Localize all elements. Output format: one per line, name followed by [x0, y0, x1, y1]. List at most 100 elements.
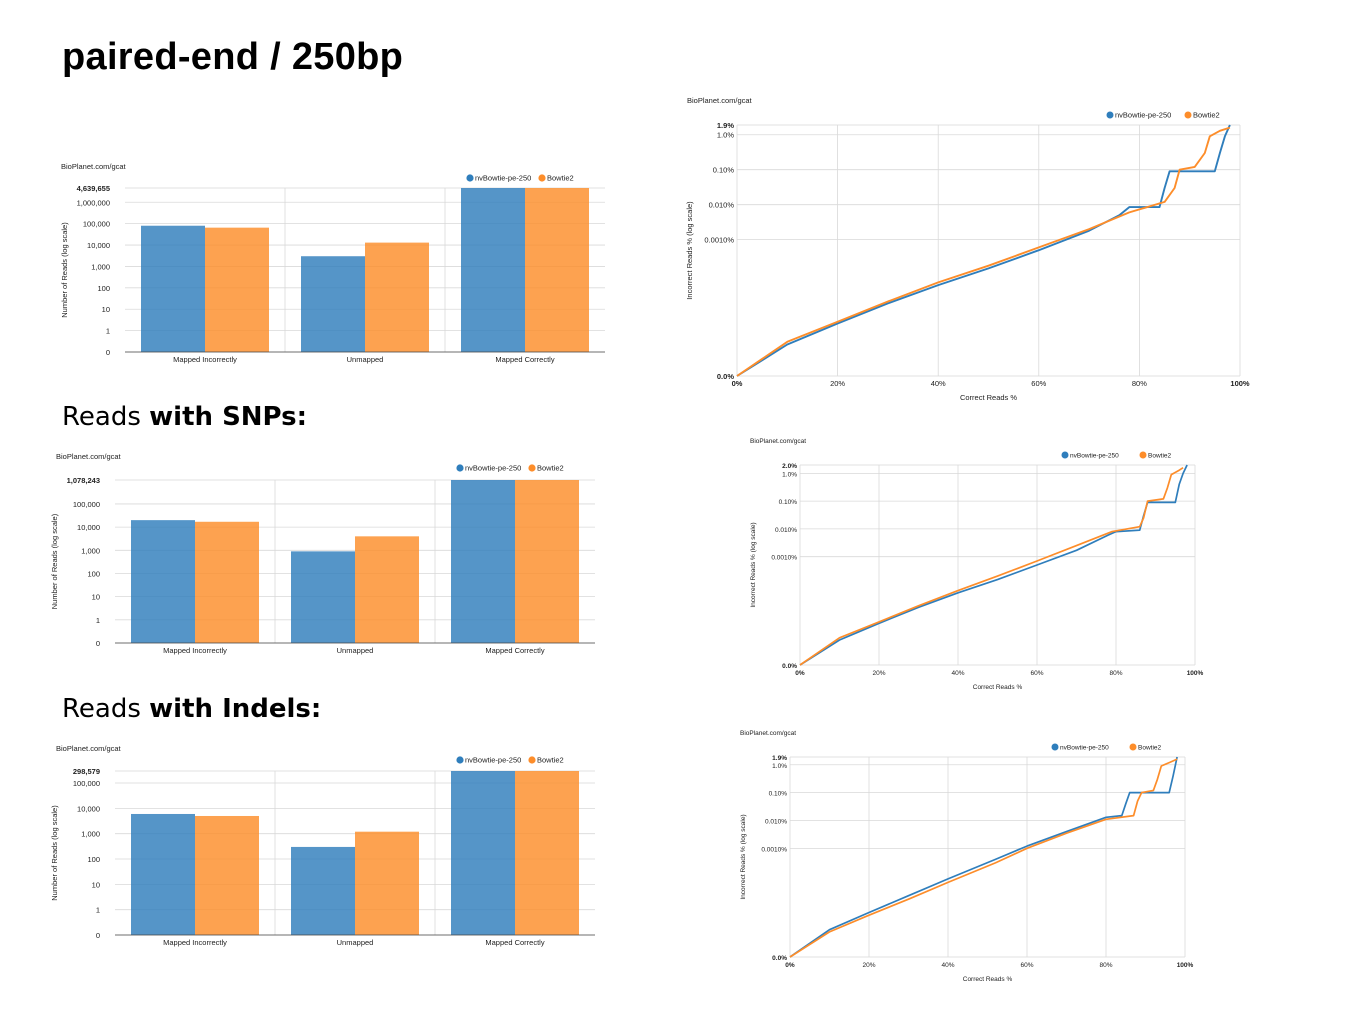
y-tick-label: 0.0010%	[771, 555, 797, 562]
x-tick-label: 80%	[1132, 379, 1147, 388]
x-axis-label: Correct Reads %	[973, 684, 1023, 691]
bar-bowtie2-0	[195, 521, 259, 643]
line-chart-indels: BioPlanet.com/gcat nvBowtie-pe-250 Bowtie2…	[740, 730, 1194, 983]
legend-marker-bowtie2	[538, 174, 546, 182]
series-line-nvbowtie	[736, 124, 1231, 377]
y-tick-label: 0.0%	[782, 663, 797, 670]
bar-bowtie2-0	[195, 815, 259, 935]
legend-label: nvBowtie-pe-250	[465, 464, 521, 473]
y-axis-label: Number of Reads (log scale)	[50, 805, 59, 901]
legend-label: Bowtie2	[1148, 453, 1172, 460]
bar-chart-all-reads: BioPlanet.com/gcat nvBowtie-pe-250 Bowtie2…	[60, 162, 605, 364]
legend-label: nvBowtie-pe-250	[465, 756, 521, 765]
y-tick-label: 1,000	[81, 546, 100, 555]
y-tick-label: 1.9%	[717, 121, 734, 130]
x-tick-label: 0%	[732, 379, 743, 388]
bar-bowtie2-0	[205, 227, 269, 352]
x-tick-label: 40%	[931, 379, 946, 388]
legend-marker-nvbowtie	[1106, 111, 1114, 119]
x-category-label: Unmapped	[337, 938, 374, 947]
x-category-label: Mapped Correctly	[485, 646, 544, 655]
y-tick-label: 2.0%	[782, 463, 797, 470]
x-tick-label: 80%	[1109, 670, 1122, 677]
y-tick-label: 10,000	[77, 523, 100, 532]
y-tick-label: 0.0%	[772, 955, 787, 962]
x-tick-label: 80%	[1099, 962, 1112, 969]
bar-bowtie2-1	[355, 831, 419, 935]
y-tick-label: 10	[92, 880, 100, 889]
x-tick-label: 0%	[785, 962, 795, 969]
y-tick-label: 1.9%	[772, 755, 787, 762]
y-tick-label: 1	[106, 327, 110, 336]
legend-label: Bowtie2	[537, 464, 564, 473]
x-tick-label: 40%	[951, 670, 964, 677]
y-axis-label: Incorrect Reads % (log scale)	[750, 522, 757, 607]
section-title-snps: Reads with SNPs:	[62, 402, 308, 432]
x-tick-label: 60%	[1030, 670, 1043, 677]
y-tick-label: 10	[102, 305, 110, 314]
x-tick-label: 20%	[862, 962, 875, 969]
y-tick-label: 0	[106, 348, 110, 357]
x-tick-label: 60%	[1031, 379, 1046, 388]
y-tick-label: 10	[92, 593, 100, 602]
y-axis-label: Number of Reads (log scale)	[50, 513, 59, 609]
y-tick-label: 0.010%	[709, 201, 735, 210]
y-tick-label: 0.0%	[717, 372, 734, 381]
bar-chart-indels: BioPlanet.com/gcat nvBowtie-pe-250 Bowtie2…	[50, 744, 595, 947]
series-line-bowtie2	[736, 126, 1231, 377]
y-tick-label: 0.010%	[765, 818, 787, 825]
bar-nvbowtie-0	[131, 520, 195, 643]
series-line-bowtie2	[799, 466, 1184, 666]
x-tick-label: 100%	[1187, 670, 1204, 677]
y-tick-label: 1,000	[81, 830, 100, 839]
watermark: BioPlanet.com/gcat	[61, 162, 127, 171]
legend-marker-bowtie2	[528, 756, 536, 764]
legend-label: nvBowtie-pe-250	[475, 174, 531, 183]
watermark: BioPlanet.com/gcat	[56, 452, 122, 461]
legend-marker-nvbowtie	[456, 756, 464, 764]
bar-nvbowtie-2	[451, 771, 515, 935]
y-tick-label: 100	[97, 284, 110, 293]
legend-label: nvBowtie-pe-250	[1070, 453, 1119, 460]
y-tick-label: 0.0010%	[761, 846, 787, 853]
series-line-bowtie2	[789, 758, 1178, 958]
bar-nvbowtie-1	[291, 551, 355, 643]
x-category-label: Mapped Incorrectly	[163, 938, 227, 947]
x-category-label: Mapped Correctly	[485, 938, 544, 947]
watermark: BioPlanet.com/gcat	[56, 744, 122, 753]
y-tick-label: 0	[96, 639, 100, 648]
y-axis-label: Incorrect Reads % (log scale)	[685, 201, 694, 300]
y-tick-label: 0.010%	[775, 527, 797, 534]
watermark: BioPlanet.com/gcat	[750, 438, 806, 445]
x-category-label: Mapped Incorrectly	[173, 355, 237, 364]
legend-label: nvBowtie-pe-250	[1115, 111, 1171, 120]
y-tick-label: 1,000	[91, 262, 110, 271]
y-tick-label: 100	[87, 855, 100, 864]
bar-nvbowtie-2	[451, 480, 515, 643]
bar-bowtie2-2	[515, 771, 579, 935]
legend-label: Bowtie2	[547, 174, 574, 183]
y-axis-label: Incorrect Reads % (log scale)	[740, 814, 747, 899]
y-tick-label: 1,078,243	[67, 476, 100, 485]
bar-nvbowtie-1	[301, 256, 365, 352]
bar-nvbowtie-0	[141, 225, 205, 352]
y-tick-label: 0.10%	[779, 499, 798, 506]
x-tick-label: 60%	[1020, 962, 1033, 969]
y-tick-label: 0.0010%	[704, 236, 734, 245]
x-tick-label: 0%	[795, 670, 805, 677]
x-category-label: Unmapped	[347, 355, 384, 364]
y-tick-label: 1,000,000	[77, 198, 110, 207]
y-tick-label: 1.0%	[782, 471, 797, 478]
x-tick-label: 100%	[1177, 962, 1194, 969]
x-category-label: Mapped Correctly	[495, 355, 554, 364]
y-tick-label: 1.0%	[717, 131, 734, 140]
y-tick-label: 0	[96, 931, 100, 940]
bar-bowtie2-1	[355, 536, 419, 643]
x-tick-label: 20%	[830, 379, 845, 388]
legend-label: Bowtie2	[1193, 111, 1220, 120]
y-tick-label: 100	[87, 569, 100, 578]
x-category-label: Mapped Incorrectly	[163, 646, 227, 655]
y-tick-label: 4,639,655	[77, 184, 110, 193]
y-tick-label: 100,000	[83, 220, 110, 229]
bar-nvbowtie-0	[131, 813, 195, 935]
